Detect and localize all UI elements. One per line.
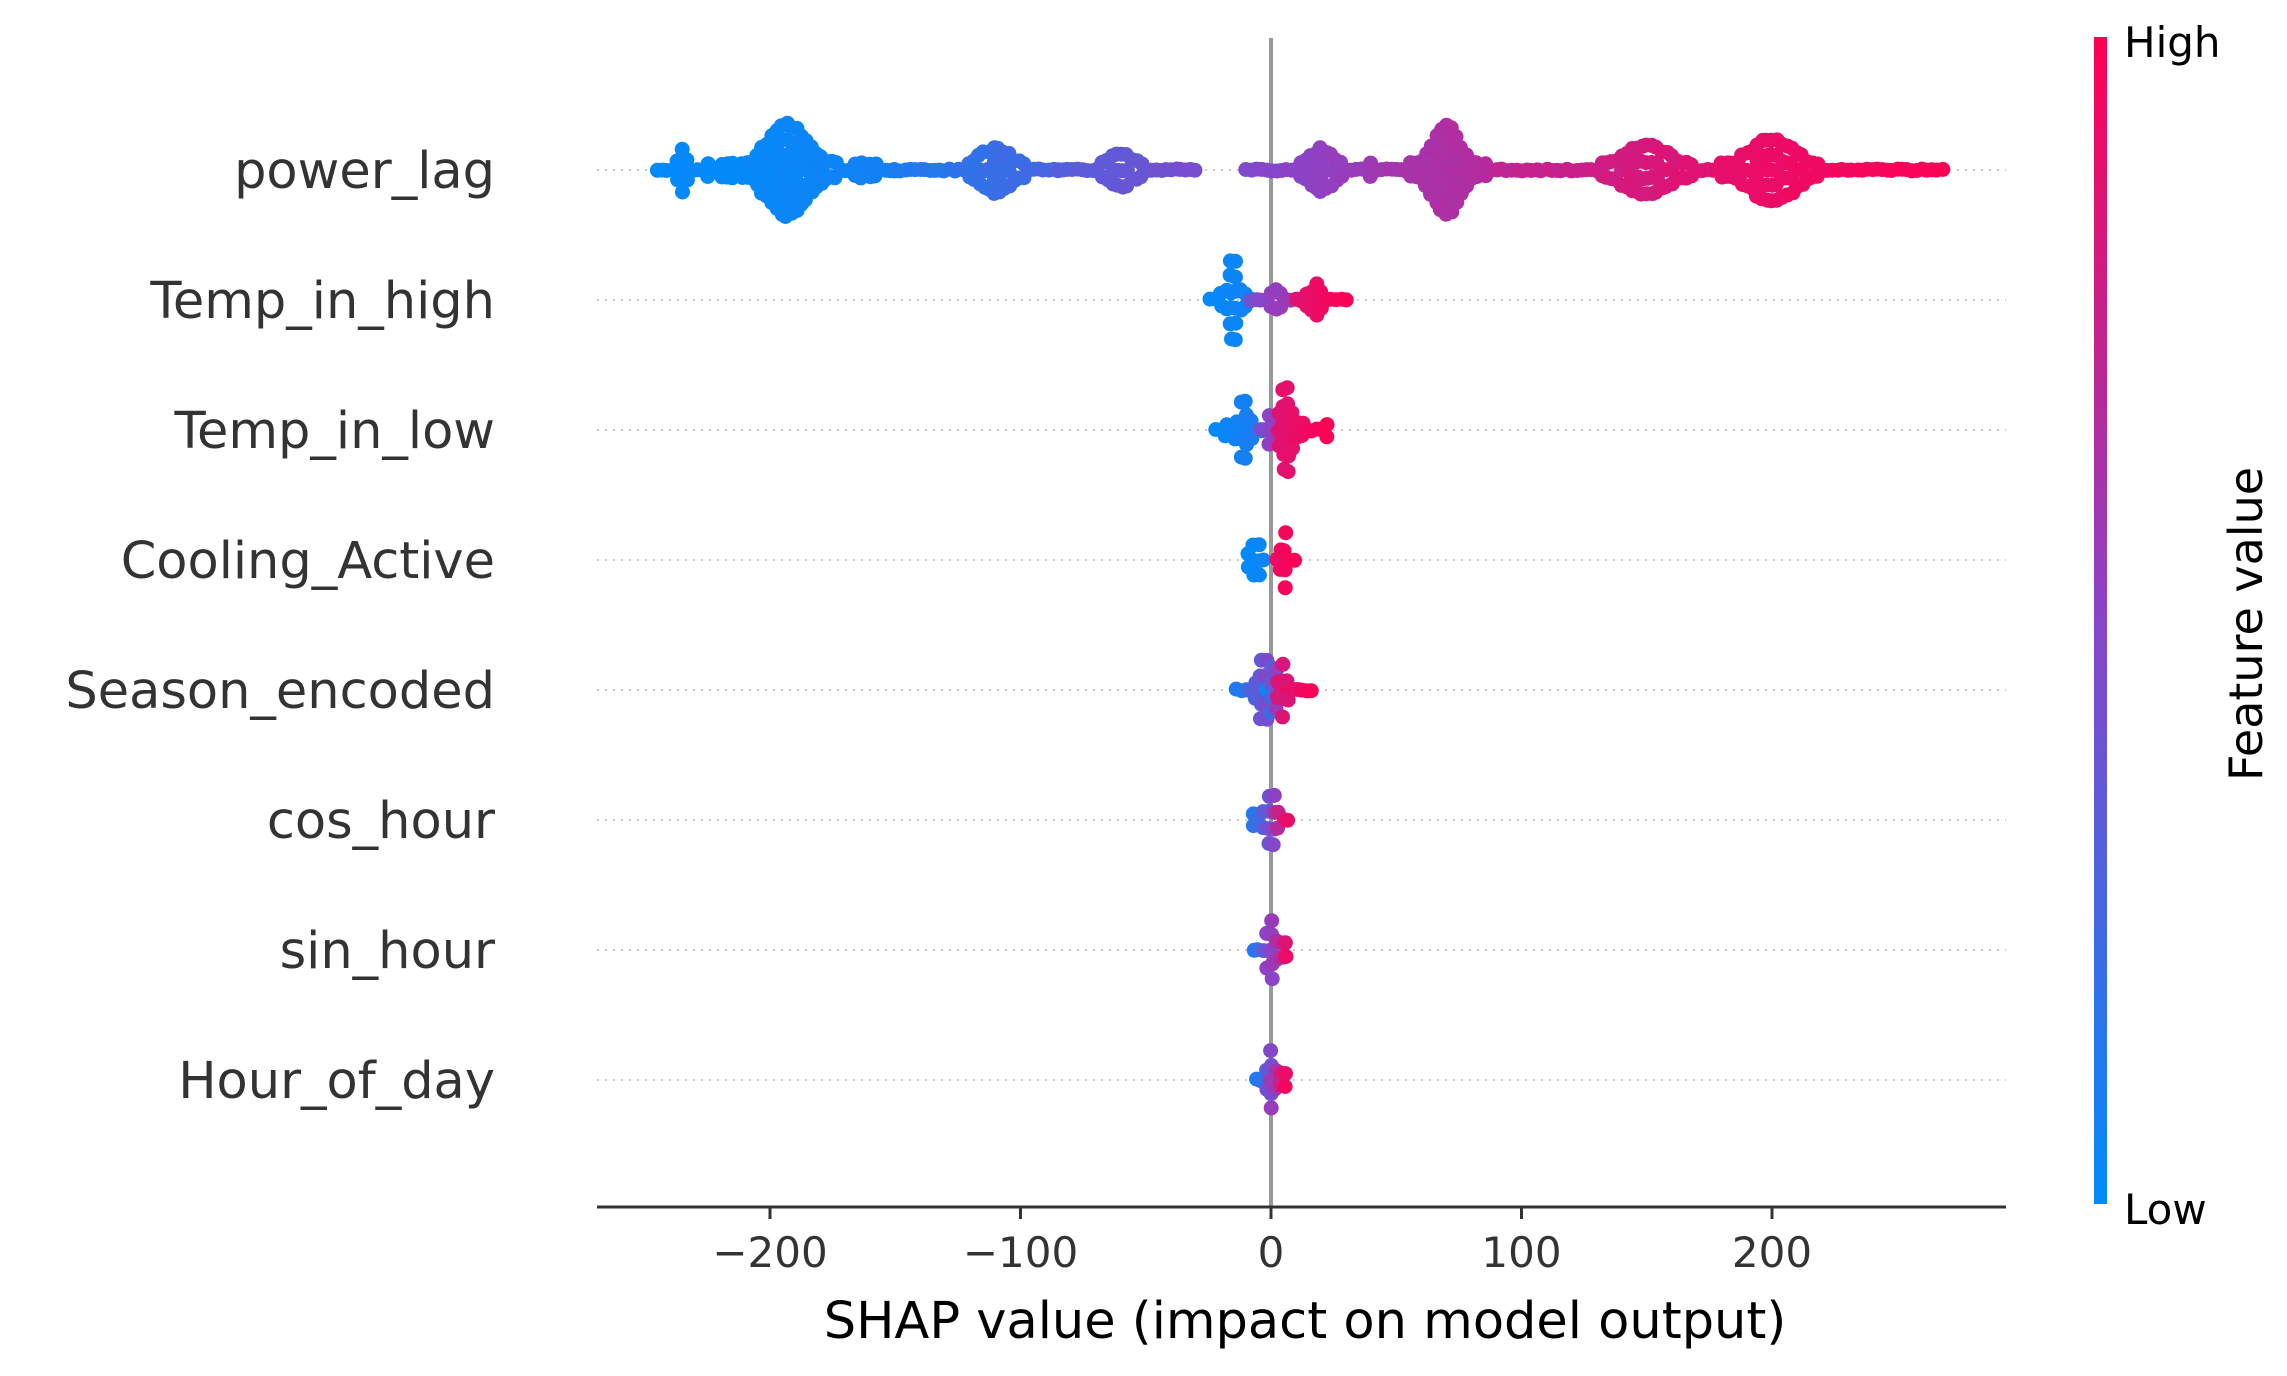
feature-label-power_lag: power_lag: [234, 142, 495, 201]
shap-point: [1265, 837, 1281, 853]
shap-point: [1251, 567, 1267, 583]
feature-label-Cooling_Active: Cooling_Active: [121, 532, 495, 591]
x-tick-label: −200: [712, 1228, 827, 1277]
feature-label-Temp_in_low: Temp_in_low: [174, 402, 496, 461]
shap-point: [1277, 935, 1293, 951]
shap-point: [1319, 417, 1335, 433]
shap-point: [1303, 683, 1319, 699]
feature-labels: power_lag Temp_in_high Temp_in_low Cooling_…: [65, 142, 495, 1111]
points-Hour_of_day: [1249, 1043, 1293, 1116]
x-axis: −200 −100 0 100 200: [597, 1205, 2006, 1277]
x-tick-label: 100: [1481, 1228, 1561, 1277]
colorbar-gradient: [2094, 37, 2107, 1204]
shap-point: [1935, 161, 1951, 177]
colorbar: High Low Feature value: [2094, 18, 2273, 1234]
shap-point: [1280, 812, 1296, 828]
shap-point: [675, 184, 690, 200]
colorbar-high-label: High: [2124, 18, 2221, 67]
points-cos_hour: [1245, 787, 1296, 853]
shap-point: [1227, 269, 1243, 285]
shap-point: [1264, 971, 1280, 987]
shap-point: [1251, 537, 1267, 553]
shap-point: [1264, 913, 1280, 929]
shap-points: [649, 115, 1951, 1116]
shap-point: [1275, 656, 1291, 672]
colorbar-title: Feature value: [2219, 467, 2273, 781]
shap-point: [1187, 162, 1203, 178]
shap-point: [1277, 1079, 1293, 1094]
feature-label-Hour_of_day: Hour_of_day: [178, 1052, 495, 1111]
shap-point: [1266, 787, 1282, 803]
shap-point: [1278, 525, 1294, 541]
points-Season_encoded: [1228, 652, 1319, 727]
points-power_lag: [649, 115, 1951, 224]
feature-label-Season_encoded: Season_encoded: [65, 662, 495, 721]
shap-point: [1237, 450, 1253, 466]
x-axis-title: SHAP value (impact on model output): [824, 1292, 1787, 1351]
shap-point: [1319, 429, 1335, 445]
shap-point: [1228, 253, 1243, 269]
shap-point: [1227, 332, 1243, 348]
shap-point: [1287, 552, 1302, 568]
feature-label-cos_hour: cos_hour: [267, 792, 495, 851]
shap-point: [1277, 580, 1293, 596]
x-tick-label: −100: [963, 1228, 1078, 1277]
shap-point: [1279, 380, 1295, 396]
shap-point: [1278, 949, 1294, 964]
x-tick-label: 200: [1732, 1228, 1812, 1277]
shap-point: [1263, 1100, 1279, 1116]
shap-point: [1275, 709, 1290, 725]
shap-point: [1255, 552, 1271, 568]
points-Cooling_Active: [1240, 525, 1302, 596]
shap-point: [1228, 315, 1244, 331]
points-sin_hour: [1246, 913, 1294, 987]
colorbar-low-label: Low: [2124, 1185, 2207, 1234]
shap-point: [1338, 292, 1354, 308]
shap-point: [1263, 1043, 1279, 1059]
x-tick-label: 0: [1258, 1228, 1285, 1277]
shap-point: [1280, 464, 1296, 480]
shap-point: [1278, 1066, 1293, 1082]
feature-label-Temp_in_high: Temp_in_high: [149, 272, 495, 331]
shap-point: [1285, 440, 1301, 456]
shap-point: [1237, 393, 1253, 409]
feature-label-sin_hour: sin_hour: [280, 922, 495, 981]
points-Temp_in_low: [1208, 380, 1335, 480]
points-Temp_in_high: [1202, 253, 1354, 348]
